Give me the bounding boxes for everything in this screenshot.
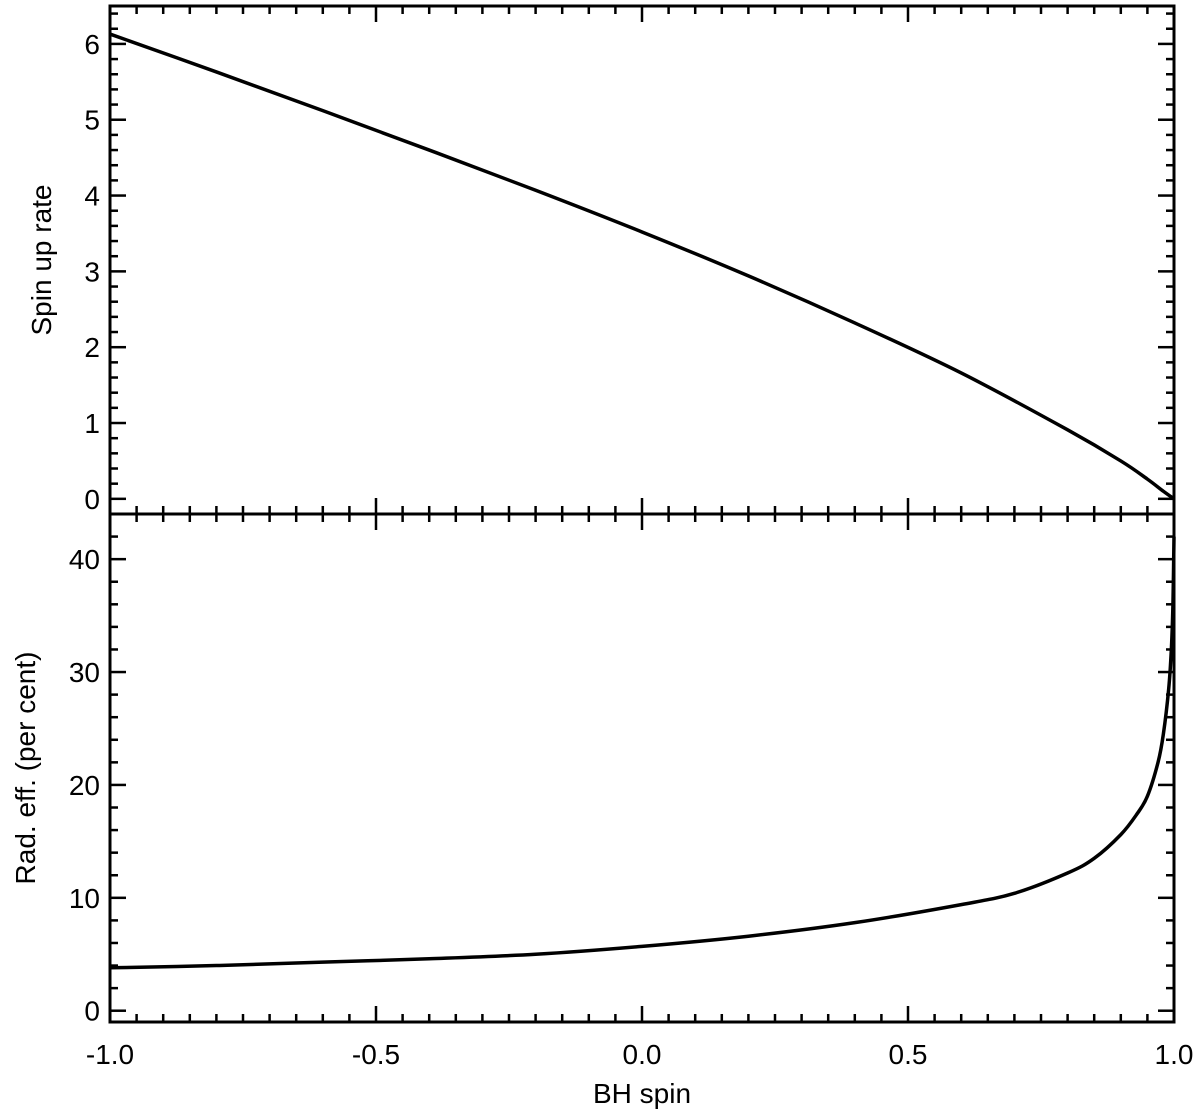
x-tick-label: -1.0 [86, 1039, 134, 1070]
x-tick-label: 1.0 [1155, 1039, 1194, 1070]
bottom-y-tick-label: 40 [69, 544, 100, 575]
top-ticks [108, 6, 1176, 516]
top-y-tick-labels: 0 1 2 3 4 5 6 [84, 29, 100, 515]
top-y-axis-label: Spin up rate [26, 185, 57, 336]
top-plot-frame [108, 4, 1176, 516]
top-y-tick-label: 0 [84, 484, 100, 515]
x-tick-label: 0.0 [623, 1039, 662, 1070]
top-y-tick-label: 6 [84, 29, 100, 60]
top-y-tick-label: 5 [84, 105, 100, 136]
top-y-tick-label: 4 [84, 181, 100, 212]
x-tick-label: -0.5 [352, 1039, 400, 1070]
x-tick-label: 0.5 [889, 1039, 928, 1070]
x-axis-label: BH spin [593, 1078, 691, 1109]
bottom-y-tick-label: 10 [69, 883, 100, 914]
top-series-line [109, 32, 1176, 501]
top-y-tick-label: 2 [84, 332, 100, 363]
bottom-y-axis-label: Rad. eff. (per cent) [10, 652, 41, 885]
bottom-y-tick-label: 30 [69, 657, 100, 688]
bottom-y-tick-label: 0 [84, 996, 100, 1027]
bottom-y-tick-labels: 0 10 20 30 40 [69, 544, 100, 1027]
bottom-panel: 0 10 20 30 40 -1.0 -0.5 0.0 0.5 1.0 Rad. eff. (p… [10, 512, 1194, 1109]
top-y-tick-label: 1 [84, 408, 100, 439]
bottom-ticks [108, 512, 1176, 1022]
top-y-tick-label: 3 [84, 256, 100, 287]
bottom-y-tick-label: 20 [69, 770, 100, 801]
bottom-series-line [109, 536, 1176, 970]
top-panel: 0 1 2 3 4 5 6 Spin up rate [26, 4, 1176, 516]
bottom-x-tick-labels: -1.0 -0.5 0.0 0.5 1.0 [86, 1039, 1194, 1070]
